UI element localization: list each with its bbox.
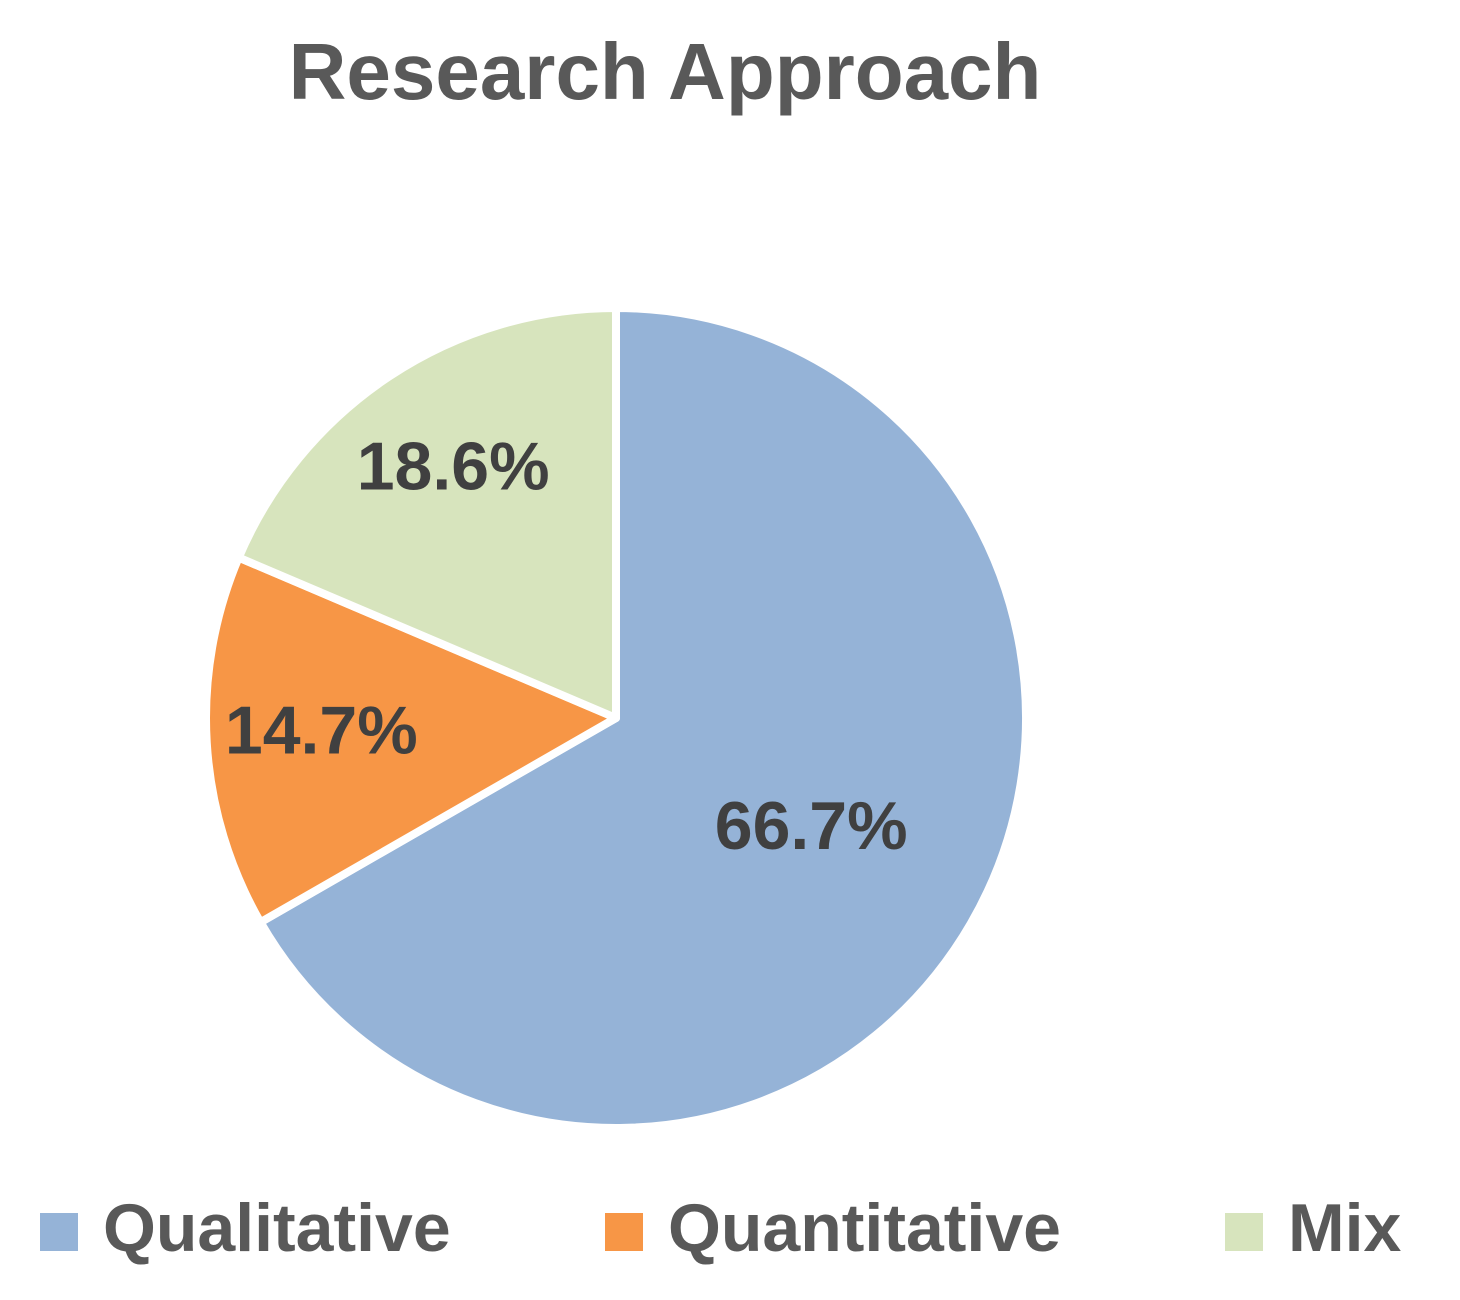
legend-label: Quantitative — [668, 1190, 1061, 1266]
legend-label: Qualitative — [103, 1190, 451, 1266]
legend-label: Mix — [1288, 1190, 1402, 1266]
legend-swatch — [40, 1213, 78, 1251]
data-label: 66.7% — [715, 788, 908, 864]
legend-swatch — [605, 1213, 643, 1251]
data-label: 14.7% — [225, 693, 418, 769]
chart-title: Research Approach — [289, 27, 1042, 116]
pie-slice — [256, 304, 1030, 1132]
data-label: 18.6% — [357, 429, 550, 505]
pie-slice — [234, 304, 620, 722]
pie-slice — [202, 553, 620, 927]
legend-swatch — [1225, 1213, 1263, 1251]
